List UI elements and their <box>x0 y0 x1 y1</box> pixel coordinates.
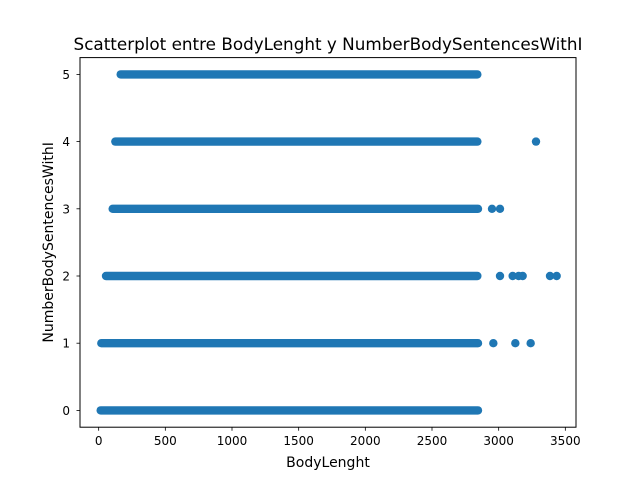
x-axis-label: BodyLenght <box>286 455 370 471</box>
data-point <box>487 204 497 213</box>
y-tick-label: 4 <box>62 135 70 149</box>
data-point <box>495 271 505 281</box>
y-tick-label: 3 <box>62 202 70 216</box>
y-tick-label: 2 <box>62 270 70 284</box>
point-band-y1 <box>97 339 483 348</box>
data-point <box>511 339 520 348</box>
x-tick-label: 1000 <box>217 434 248 448</box>
chart-title: Scatterplot entre BodyLenght y NumberBod… <box>74 34 583 54</box>
data-point <box>531 137 541 146</box>
x-axis: 0 500 1000 1500 2000 2500 3000 3500 <box>95 427 581 448</box>
x-tick-label: 3000 <box>483 434 514 448</box>
y-tick-label: 1 <box>62 337 70 351</box>
x-tick-label: 2500 <box>417 434 448 448</box>
data-point <box>518 271 527 281</box>
x-tick-label: 3500 <box>550 434 581 448</box>
y-axis-label: NumberBodySentencesWithI <box>41 142 57 342</box>
y-tick-label: 0 <box>62 404 70 418</box>
x-tick-label: 500 <box>154 434 177 448</box>
point-band-y3 <box>108 204 483 213</box>
data-point <box>508 271 517 281</box>
data-point <box>552 271 561 281</box>
point-band-y2 <box>101 271 482 281</box>
y-tick-label: 5 <box>62 68 70 82</box>
point-band-y0 <box>96 406 483 415</box>
x-tick-label: 1500 <box>283 434 314 448</box>
data-points <box>96 70 561 415</box>
data-point <box>545 271 555 281</box>
data-point <box>526 339 535 348</box>
x-tick-label: 2000 <box>350 434 381 448</box>
point-band-y5 <box>116 70 482 79</box>
data-point <box>489 339 498 348</box>
x-tick-label: 0 <box>95 434 103 448</box>
point-band-y4 <box>111 137 482 146</box>
plot-frame <box>79 57 577 428</box>
data-point <box>495 204 505 213</box>
y-axis: 0 1 2 3 4 5 <box>62 68 80 418</box>
